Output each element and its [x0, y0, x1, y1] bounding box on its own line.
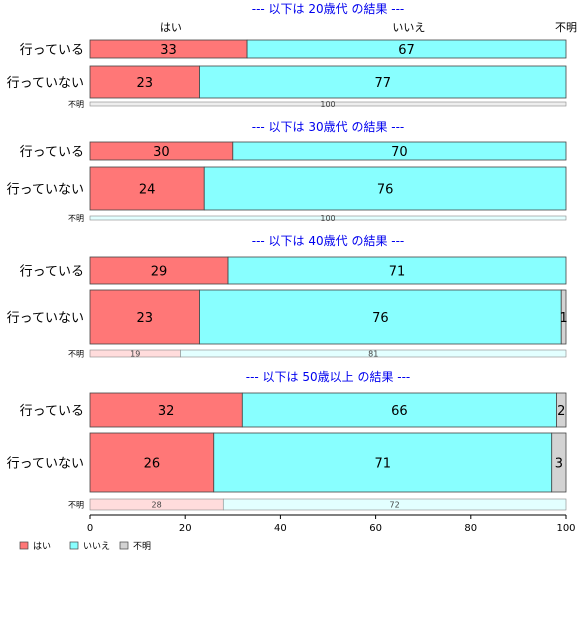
data-label: 29 — [151, 265, 168, 280]
bar-segment — [551, 432, 567, 493]
data-label: 30 — [153, 145, 170, 160]
bar-segment — [89, 392, 243, 428]
data-label: 2 — [557, 404, 565, 419]
bar-segment — [199, 65, 567, 99]
data-label: 71 — [374, 457, 391, 472]
bar-segment — [89, 215, 567, 221]
legend-label: いいえ — [83, 541, 110, 552]
bar-segment — [556, 392, 567, 428]
group-title: --- 以下は 30歳代 の結果 --- — [252, 120, 405, 134]
legend-swatch — [69, 541, 79, 550]
row-label: 不明 — [68, 350, 84, 359]
top-axis-label: はい — [160, 21, 182, 34]
bar-segment — [180, 349, 567, 358]
bar-segment — [232, 141, 567, 161]
group-title: --- 以下は 20歳代 の結果 --- — [252, 2, 405, 16]
bar-segment — [89, 65, 200, 99]
data-label: 71 — [389, 265, 406, 280]
legend-swatch — [19, 541, 29, 550]
bar-segment — [227, 256, 567, 285]
data-label: 81 — [368, 350, 378, 359]
legend-swatch — [119, 541, 129, 550]
x-tick-label: 20 — [179, 523, 192, 534]
data-label: 26 — [144, 457, 161, 472]
bar-segment — [560, 289, 567, 345]
bar-segment — [89, 101, 567, 107]
data-label: 100 — [320, 214, 335, 223]
row-label: 行っている — [20, 265, 84, 280]
group-title: --- 以下は 40歳代 の結果 --- — [252, 234, 405, 248]
x-tick-label: 40 — [274, 523, 287, 534]
bar-segment — [213, 432, 553, 493]
x-tick-label: 80 — [464, 523, 477, 534]
data-label: 23 — [136, 311, 153, 326]
data-label: 23 — [136, 76, 153, 91]
bar-segment — [203, 166, 567, 211]
data-label: 28 — [152, 501, 162, 510]
data-label: 66 — [391, 404, 408, 419]
row-label: 行っていない — [7, 76, 84, 91]
data-label: 72 — [390, 501, 400, 510]
row-label: 行っていない — [7, 183, 84, 198]
row-label: 行っていない — [7, 311, 84, 326]
data-label: 100 — [320, 100, 335, 109]
row-label: 不明 — [68, 100, 84, 109]
group-title: --- 以下は 50歳以上 の結果 --- — [246, 370, 411, 384]
row-label: 行っている — [20, 43, 84, 58]
legend-label: 不明 — [133, 541, 151, 552]
bar-segment — [241, 392, 557, 428]
data-label: 1 — [559, 311, 567, 326]
bar-segment — [89, 166, 205, 211]
data-label: 67 — [398, 43, 415, 58]
bar-segment — [89, 432, 215, 493]
data-label: 76 — [377, 183, 394, 198]
data-label: 24 — [139, 183, 156, 198]
data-label: 77 — [374, 76, 391, 91]
bar-segment — [199, 289, 562, 345]
data-label: 32 — [158, 404, 175, 419]
legend-label: はい — [33, 541, 51, 552]
x-tick-label: 60 — [369, 523, 382, 534]
x-tick-label: 100 — [556, 523, 575, 534]
bar-segment — [246, 39, 567, 59]
top-axis-label: いいえ — [392, 21, 425, 34]
row-label: 不明 — [68, 501, 84, 510]
data-label: 19 — [130, 350, 140, 359]
row-label: 行っている — [20, 145, 84, 160]
row-label: 不明 — [68, 214, 84, 223]
x-tick-label: 0 — [87, 523, 93, 534]
data-label: 76 — [372, 311, 389, 326]
data-label: 70 — [391, 145, 408, 160]
data-label: 3 — [555, 457, 563, 472]
data-label: 33 — [160, 43, 177, 58]
bar-segment — [89, 256, 229, 285]
row-label: 行っていない — [7, 457, 84, 472]
top-axis-label: 不明 — [555, 21, 577, 34]
bar-segment — [222, 498, 567, 511]
row-label: 行っている — [20, 404, 84, 419]
